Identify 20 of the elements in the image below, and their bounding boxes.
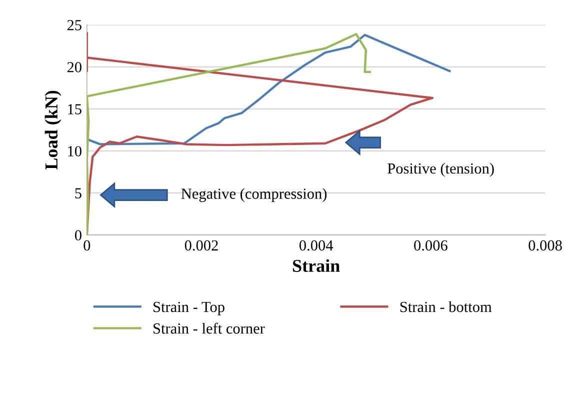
y-tick-label: 10 — [68, 146, 82, 156]
x-tick-label: 0.002 — [184, 240, 218, 251]
legend-label: Strain - bottom — [400, 301, 492, 312]
y-tick-label: 20 — [67, 62, 82, 72]
annotation: Negative (compression) — [181, 188, 327, 202]
y-tick-label: 0 — [74, 230, 82, 240]
x-tick-label: 0.006 — [414, 240, 448, 251]
x-tick-label: 0.004 — [299, 240, 334, 251]
x-axis-title: Strain — [292, 259, 340, 272]
y-tick-label: 25 — [67, 20, 82, 30]
legend-label: Strain - left corner — [154, 322, 265, 334]
line-series — [86, 34, 451, 146]
y-tick-label: 5 — [75, 188, 82, 198]
y-axis-title: Load (kN) — [44, 90, 62, 170]
x-tick-label: 0 — [84, 240, 90, 251]
y-tick-label: 15 — [68, 104, 82, 114]
x-tick-label: 0.008 — [528, 240, 562, 251]
annotation: Positive (tension) — [388, 162, 494, 177]
legend-label: Strain - Top — [154, 302, 224, 316]
line-series — [86, 32, 372, 235]
